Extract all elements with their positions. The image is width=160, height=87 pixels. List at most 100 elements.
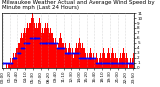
Bar <box>70 48 71 68</box>
Bar <box>15 53 16 68</box>
Bar <box>118 63 119 68</box>
Bar <box>64 48 65 68</box>
Bar <box>130 58 131 68</box>
Bar <box>34 23 35 68</box>
Bar <box>97 58 98 68</box>
Bar <box>85 53 86 68</box>
Bar <box>35 28 36 68</box>
Bar <box>73 58 74 68</box>
Bar <box>36 23 37 68</box>
Bar <box>8 63 9 68</box>
Bar <box>69 43 70 68</box>
Bar <box>63 43 64 68</box>
Bar <box>115 53 116 68</box>
Bar <box>79 38 80 68</box>
Bar <box>121 58 122 68</box>
Bar <box>28 28 29 68</box>
Bar <box>54 43 55 68</box>
Bar <box>48 28 49 68</box>
Bar <box>22 38 23 68</box>
Bar <box>95 63 96 68</box>
Bar <box>32 13 33 68</box>
Bar <box>56 43 57 68</box>
Bar <box>106 58 107 68</box>
Bar <box>45 23 46 68</box>
Bar <box>131 63 132 68</box>
Bar <box>105 58 106 68</box>
Bar <box>129 63 130 68</box>
Bar <box>59 38 60 68</box>
Bar <box>109 53 110 68</box>
Bar <box>43 33 44 68</box>
Bar <box>93 53 94 68</box>
Bar <box>30 23 31 68</box>
Bar <box>52 33 53 68</box>
Bar <box>23 33 24 68</box>
Bar <box>40 28 41 68</box>
Bar <box>16 48 17 68</box>
Bar <box>20 38 21 68</box>
Bar <box>58 43 59 68</box>
Bar <box>50 28 51 68</box>
Bar <box>117 58 118 68</box>
Bar <box>41 33 42 68</box>
Bar <box>91 53 92 68</box>
Bar <box>92 58 93 68</box>
Bar <box>11 63 12 68</box>
Bar <box>10 58 11 68</box>
Bar <box>112 48 113 68</box>
Bar <box>53 38 54 68</box>
Bar <box>107 53 108 68</box>
Bar <box>84 48 85 68</box>
Bar <box>57 48 58 68</box>
Bar <box>99 58 100 68</box>
Bar <box>47 23 48 68</box>
Bar <box>98 63 99 68</box>
Bar <box>27 23 28 68</box>
Bar <box>65 43 66 68</box>
Bar <box>127 58 128 68</box>
Bar <box>62 43 63 68</box>
Bar <box>19 48 20 68</box>
Bar <box>31 18 32 68</box>
Bar <box>86 58 87 68</box>
Bar <box>111 53 112 68</box>
Bar <box>123 48 124 68</box>
Bar <box>104 53 105 68</box>
Bar <box>82 43 83 68</box>
Bar <box>77 48 78 68</box>
Bar <box>74 53 75 68</box>
Bar <box>14 58 15 68</box>
Bar <box>81 48 82 68</box>
Bar <box>108 48 109 68</box>
Bar <box>101 58 102 68</box>
Bar <box>18 43 19 68</box>
Bar <box>44 28 45 68</box>
Bar <box>72 48 73 68</box>
Bar <box>119 58 120 68</box>
Bar <box>68 48 69 68</box>
Bar <box>42 28 43 68</box>
Bar <box>46 28 47 68</box>
Bar <box>125 58 126 68</box>
Bar <box>39 18 40 68</box>
Bar <box>71 53 72 68</box>
Bar <box>116 63 117 68</box>
Bar <box>94 58 95 68</box>
Bar <box>132 58 133 68</box>
Bar <box>83 48 84 68</box>
Bar <box>60 33 61 68</box>
Bar <box>90 48 91 68</box>
Bar <box>78 43 79 68</box>
Bar <box>113 53 114 68</box>
Bar <box>24 28 25 68</box>
Bar <box>120 53 121 68</box>
Bar <box>96 53 97 68</box>
Bar <box>102 53 103 68</box>
Bar <box>17 48 18 68</box>
Bar <box>80 43 81 68</box>
Bar <box>133 53 134 68</box>
Bar <box>29 23 30 68</box>
Bar <box>49 33 50 68</box>
Bar <box>75 48 76 68</box>
